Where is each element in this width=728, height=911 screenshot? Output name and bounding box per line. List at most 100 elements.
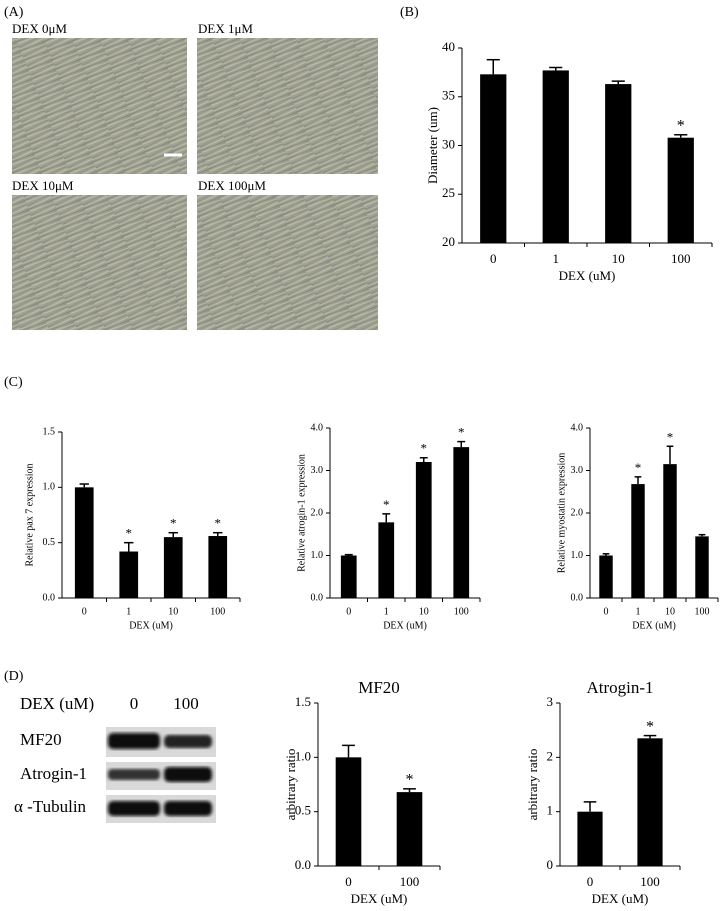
micrograph-label: DEX 0μM bbox=[12, 21, 67, 36]
blot-band bbox=[108, 769, 160, 780]
y-tick-label: 2 bbox=[547, 748, 554, 763]
bar bbox=[637, 738, 663, 866]
x-axis-label: DEX (uM) bbox=[351, 891, 408, 906]
y-tick-label: 0.0 bbox=[295, 857, 311, 872]
bar bbox=[480, 74, 507, 243]
blot-row-label: MF20 bbox=[20, 730, 62, 749]
y-tick-label: 1.0 bbox=[571, 550, 584, 561]
error-bar bbox=[602, 553, 610, 556]
error-bar bbox=[698, 533, 706, 537]
error-bar bbox=[611, 80, 625, 85]
bar bbox=[335, 757, 362, 866]
bar bbox=[631, 484, 645, 598]
x-tick-label: 0 bbox=[346, 606, 351, 617]
significance-mark: * bbox=[458, 425, 465, 440]
error-bar bbox=[168, 531, 178, 538]
error-bar bbox=[344, 553, 353, 556]
y-tick-label: 0.0 bbox=[571, 592, 584, 603]
bar bbox=[605, 84, 632, 243]
y-tick-label: 3.0 bbox=[311, 465, 324, 476]
error-bar bbox=[666, 445, 674, 465]
micrograph bbox=[197, 195, 378, 330]
x-tick-label: 100 bbox=[671, 251, 691, 266]
x-tick-label: 0 bbox=[82, 606, 87, 617]
y-tick-label: 3 bbox=[547, 694, 554, 709]
error-bar bbox=[549, 66, 563, 71]
bar bbox=[415, 462, 432, 598]
x-tick-label: 100 bbox=[640, 874, 660, 889]
significance-mark: * bbox=[635, 460, 642, 475]
blot-row-label: α -Tubulin bbox=[14, 797, 87, 816]
error-bar bbox=[674, 134, 688, 138]
significance-mark: * bbox=[667, 429, 674, 444]
micrograph bbox=[12, 38, 187, 174]
x-axis-label: DEX (uM) bbox=[559, 268, 616, 283]
error-bar bbox=[634, 476, 642, 485]
y-tick-label: 25 bbox=[442, 185, 455, 200]
x-tick-label: 1 bbox=[636, 606, 641, 617]
bar bbox=[163, 537, 183, 598]
error-bar bbox=[79, 483, 89, 488]
y-tick-label: 30 bbox=[442, 136, 455, 151]
x-tick-label: 10 bbox=[419, 606, 429, 617]
micrograph bbox=[12, 195, 187, 330]
micrograph-label: DEX 1μM bbox=[198, 21, 253, 36]
x-tick-label: 0 bbox=[587, 874, 594, 889]
error-bar bbox=[213, 531, 223, 537]
x-tick-label: 0 bbox=[345, 874, 352, 889]
x-tick-label: 100 bbox=[210, 606, 225, 617]
x-tick-label: 100 bbox=[454, 606, 469, 617]
panel-label: (B) bbox=[400, 5, 419, 20]
y-tick-label: 2.0 bbox=[571, 507, 584, 518]
x-axis-label: DEX (uM) bbox=[592, 891, 649, 906]
x-tick-label: 1 bbox=[384, 606, 389, 617]
x-tick-label: 10 bbox=[168, 606, 178, 617]
blot-lane: 100 bbox=[173, 694, 199, 713]
panel-label: (C) bbox=[4, 375, 23, 390]
significance-mark: * bbox=[406, 772, 414, 789]
significance-mark: * bbox=[170, 516, 177, 531]
bar bbox=[663, 464, 677, 598]
x-tick-label: 0 bbox=[490, 251, 497, 266]
y-tick-label: 1.5 bbox=[295, 694, 311, 709]
y-axis-label: arbitrary ratio bbox=[525, 749, 540, 821]
error-bar bbox=[457, 440, 466, 448]
x-tick-label: 10 bbox=[665, 606, 675, 617]
blot-band bbox=[108, 801, 160, 816]
error-bar bbox=[403, 788, 416, 793]
y-tick-label: 1.0 bbox=[311, 550, 324, 561]
y-tick-label: 1.5 bbox=[43, 426, 56, 437]
error-bar bbox=[583, 801, 597, 812]
error-bar bbox=[382, 513, 391, 523]
y-axis-label: Relative pax 7 expression bbox=[24, 463, 35, 566]
y-tick-label: 0 bbox=[547, 857, 554, 872]
panel-label: (D) bbox=[4, 669, 24, 684]
significance-mark: * bbox=[646, 718, 654, 735]
error-bar bbox=[486, 58, 500, 75]
bar bbox=[667, 137, 694, 243]
blot-band bbox=[164, 735, 212, 748]
y-tick-label: 1 bbox=[547, 803, 554, 818]
micrograph-label: DEX 10μM bbox=[12, 178, 74, 193]
y-axis-label: arbitrary ratio bbox=[283, 749, 298, 821]
bar bbox=[340, 555, 357, 598]
error-bar bbox=[643, 734, 657, 739]
blot-row-label: Atrogin-1 bbox=[20, 764, 87, 783]
y-tick-label: 0.5 bbox=[295, 803, 311, 818]
significance-mark: * bbox=[677, 117, 685, 134]
x-axis-label: DEX (uM) bbox=[383, 620, 427, 631]
panel-label: (A) bbox=[4, 5, 24, 20]
y-tick-label: 4.0 bbox=[311, 422, 324, 433]
blot-band bbox=[108, 733, 160, 749]
bar bbox=[119, 551, 139, 598]
x-tick-label: 100 bbox=[695, 606, 710, 617]
y-tick-label: 0.0 bbox=[43, 592, 56, 603]
x-tick-label: 1 bbox=[553, 251, 560, 266]
y-tick-label: 2.0 bbox=[311, 507, 324, 518]
bar bbox=[74, 487, 94, 598]
blot-header: DEX (uM) bbox=[20, 694, 94, 713]
y-tick-label: 4.0 bbox=[571, 422, 584, 433]
blot-lane: 0 bbox=[130, 694, 139, 713]
